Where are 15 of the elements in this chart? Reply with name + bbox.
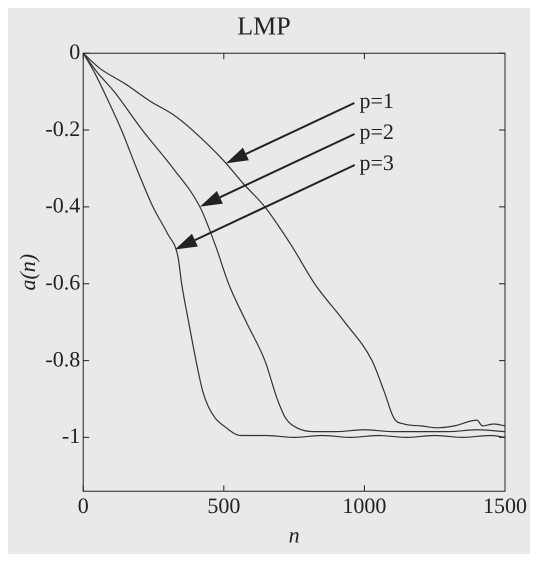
y-axis-title: a(n): [14, 254, 40, 291]
x-tick-label: 1500: [483, 493, 527, 518]
annotation: p=2: [359, 119, 394, 146]
y-tick-label: -0.2: [45, 116, 80, 141]
annotation: p=1: [359, 88, 394, 114]
y-tick-label: -0.4: [45, 192, 80, 218]
y-tick-label: -1: [62, 423, 80, 448]
annotation: p=3: [359, 150, 394, 176]
x-tick-label: 500: [207, 493, 240, 518]
x-axis-title: n: [288, 522, 300, 548]
y-tick-label: 0: [69, 38, 80, 64]
y-tick-label: -0.8: [45, 346, 80, 372]
x-tick-label: 1000: [342, 493, 386, 518]
y-tick-label: -0.6: [45, 270, 80, 295]
chart-title: LMP: [237, 11, 291, 40]
